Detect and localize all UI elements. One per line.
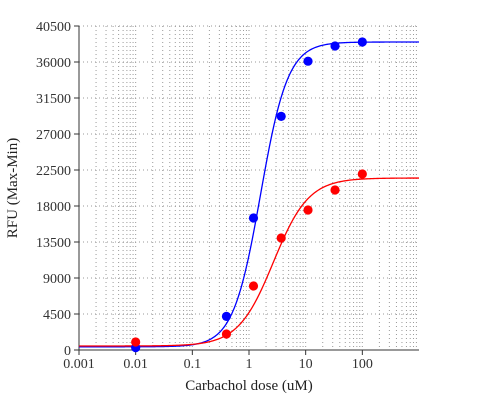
data-point-series-2	[276, 233, 286, 243]
y-axis-title: RFU (Max-Min)	[5, 138, 21, 238]
data-point-series-1	[221, 311, 232, 321]
data-point-series-2	[131, 337, 141, 347]
x-tick-label: 0.01	[123, 357, 148, 372]
data-point-series-2	[248, 281, 259, 291]
y-tick-label: 9000	[43, 272, 71, 287]
grid-lines	[79, 25, 419, 350]
data-point-series-2	[303, 205, 313, 215]
x-tick-label: 10	[299, 357, 313, 372]
y-tick-label: 22500	[36, 164, 71, 179]
y-tick-label: 0	[64, 344, 71, 359]
data-point-series-1	[248, 213, 259, 223]
y-tick-label: 27000	[36, 128, 71, 143]
x-tick-label: 1	[246, 357, 253, 372]
y-tick-label: 36000	[36, 56, 71, 71]
data-point-series-2	[221, 329, 232, 339]
data-point-series-1	[303, 56, 313, 66]
y-tick-label: 13500	[36, 236, 71, 251]
y-tick-label: 4500	[43, 308, 71, 323]
x-tick-label: 100	[352, 357, 373, 372]
data-point-series-1	[357, 37, 367, 47]
y-tick-label: 40500	[36, 20, 71, 35]
x-tick-label: 0.001	[63, 357, 95, 372]
y-axis-ticks: 0 4500 9000 13500 18000 22500 27000 31500 36000 4…	[36, 20, 79, 359]
y-tick-label: 31500	[36, 92, 71, 107]
y-tick-label: 18000	[36, 200, 71, 215]
data-point-series-1	[276, 111, 286, 121]
data-point-series-1	[330, 41, 340, 51]
data-points	[131, 37, 367, 353]
data-point-series-2	[357, 169, 367, 179]
x-axis-title: Carbachol dose (uM)	[185, 378, 312, 394]
x-tick-label: 0.1	[184, 357, 202, 372]
data-point-series-2	[330, 185, 340, 195]
x-axis-ticks: 0.001 0.01 0.1 1 10 100	[63, 350, 373, 372]
